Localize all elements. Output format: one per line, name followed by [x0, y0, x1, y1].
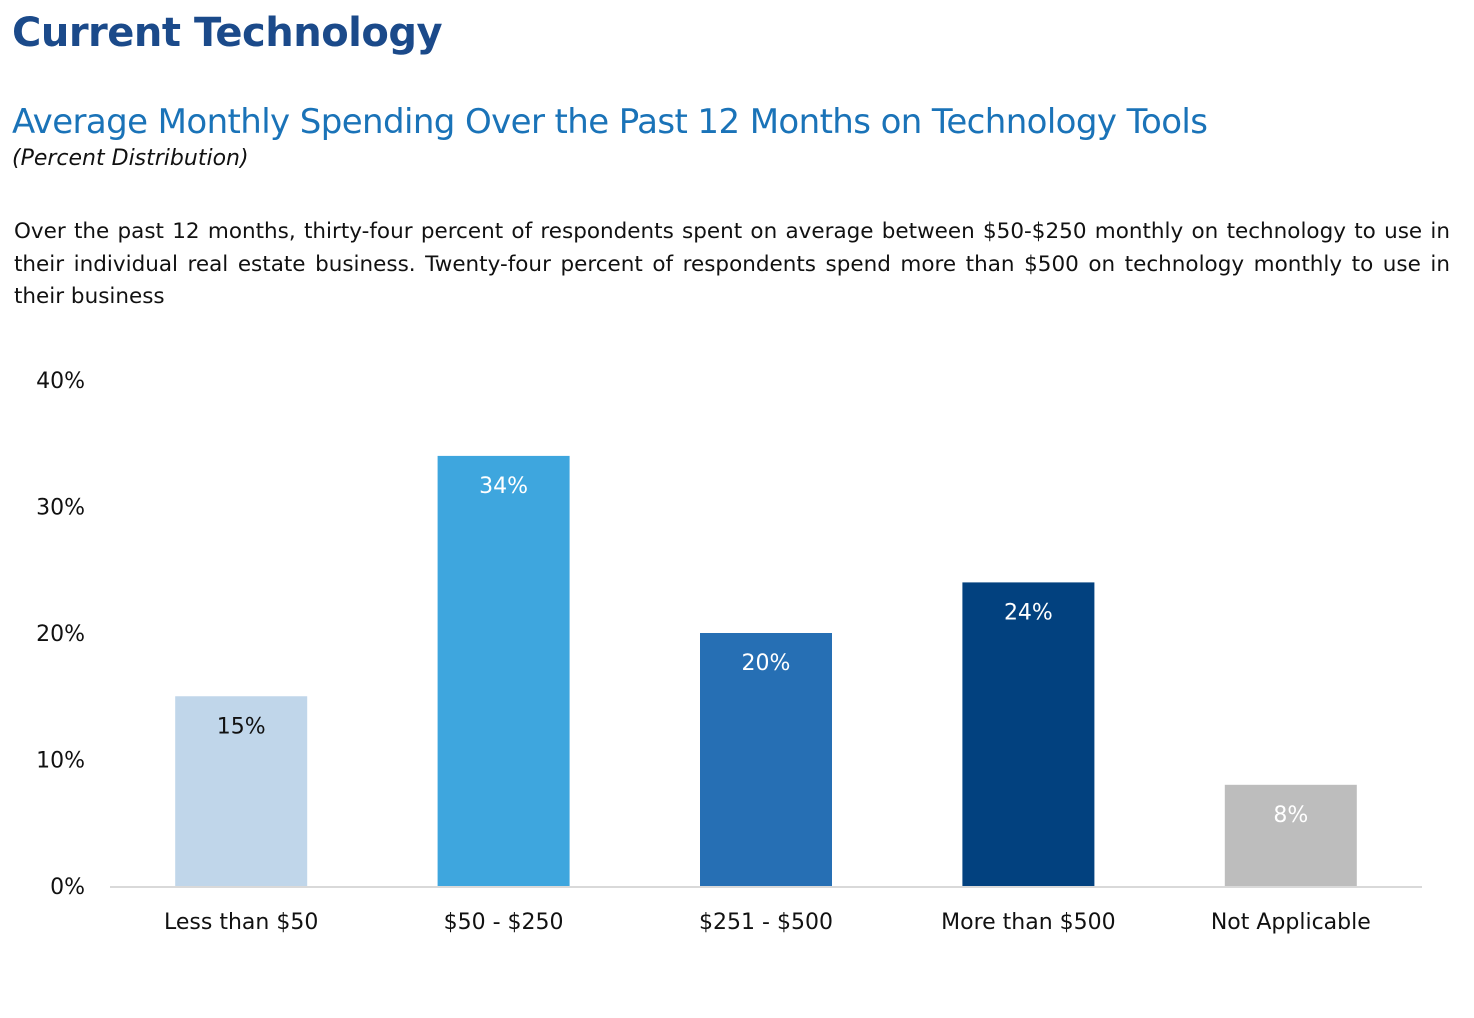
x-tick-label: Not Applicable [1211, 910, 1371, 935]
bar [175, 696, 308, 886]
x-axis: Less than $50 $50 - $250 $251 - $500 More t… [164, 910, 1371, 935]
y-tick-label: 20% [36, 622, 85, 647]
x-tick-label: More than $500 [941, 910, 1116, 935]
bar-chart: 0% 10% 20% 30% 40% 15% 34% 20% 24% 8% Less than … [36, 369, 1422, 935]
y-axis: 0% 10% 20% 30% 40% [36, 369, 85, 900]
chart-description: Over the past 12 months, thirty-four per… [14, 219, 1450, 309]
bar [1224, 784, 1357, 886]
bar-data-label: 8% [1273, 803, 1308, 828]
bars: 15% 34% 20% 24% 8% [175, 455, 1357, 886]
y-tick-label: 30% [36, 496, 85, 521]
y-tick-label: 10% [36, 749, 85, 774]
bar [962, 582, 1095, 886]
bar-data-label: 20% [742, 651, 791, 676]
bar [700, 633, 832, 886]
x-tick-label: $251 - $500 [699, 910, 833, 935]
page-title: Current Technology [12, 10, 443, 56]
x-tick-label: $50 - $250 [444, 910, 564, 935]
chart-subtitle: (Percent Distribution) [12, 146, 249, 171]
bar-data-label: 34% [479, 474, 528, 499]
y-tick-label: 0% [50, 875, 85, 900]
bar [437, 455, 570, 886]
y-tick-label: 40% [36, 369, 85, 394]
chart-title: Average Monthly Spending Over the Past 1… [12, 102, 1208, 142]
bar-data-label: 24% [1004, 600, 1053, 625]
x-tick-label: Less than $50 [164, 910, 318, 935]
bar-data-label: 15% [217, 714, 266, 739]
